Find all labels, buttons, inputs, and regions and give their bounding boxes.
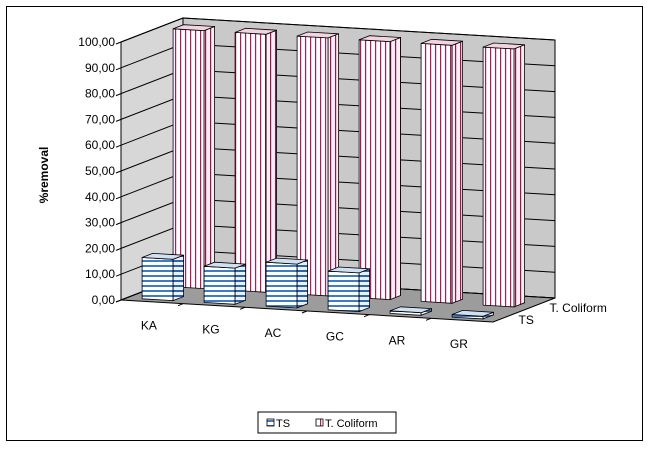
bar-top: [234, 27, 277, 35]
x-tick-mark: [115, 299, 122, 303]
y-tick-mark: [115, 222, 122, 226]
bar-ts-kg: [203, 261, 247, 305]
bar-front: [234, 31, 267, 293]
legend: TS T. Coliform: [257, 411, 397, 434]
legend-swatch-ts: [266, 418, 275, 427]
x-tick-label: KA: [141, 319, 157, 333]
bar-ts-ac: [265, 257, 309, 309]
bar-tcoliform-gr: [482, 42, 525, 308]
legend-swatch-tc: [315, 418, 324, 427]
bar-top: [389, 306, 432, 314]
x-tick-mark: [301, 310, 308, 314]
x-tick-mark: [425, 317, 432, 321]
y-tick-label: 10,00: [85, 267, 115, 281]
bar-top: [141, 252, 184, 260]
y-axis-title: %removal: [37, 147, 51, 204]
bar-side: [358, 268, 371, 313]
legend-label-ts: TS: [276, 418, 290, 430]
bar-front: [482, 46, 515, 308]
bar-top: [203, 261, 246, 269]
y-tick-label: 70,00: [85, 112, 115, 126]
x-tick-label: KG: [202, 322, 219, 336]
bar-top: [172, 24, 215, 32]
bar-front: [327, 270, 360, 313]
bar-top: [327, 266, 370, 274]
y-tick-label: 50,00: [85, 164, 115, 178]
bar-ts-ka: [141, 252, 185, 302]
bars: [141, 24, 525, 320]
bar-side: [389, 36, 402, 301]
bar-side: [327, 33, 340, 297]
y-tick-mark: [115, 41, 122, 45]
bar-front: [172, 28, 205, 290]
y-tick-mark: [115, 67, 122, 71]
y-tick-label: 60,00: [85, 138, 115, 152]
y-tick-label: 80,00: [85, 87, 115, 101]
y-tick-mark: [115, 170, 122, 174]
legend-box: [257, 411, 397, 434]
bar-tcoliform-ar: [420, 38, 464, 304]
bar-top: [420, 38, 463, 46]
bar-front: [265, 261, 298, 309]
bar-top: [265, 257, 308, 265]
x-tick-mark: [363, 314, 370, 318]
y-tick-mark: [115, 118, 122, 122]
bar-top: [482, 42, 525, 50]
bar-side: [234, 263, 247, 305]
depth-label: T. Coliform: [550, 301, 607, 315]
x-tick-label: AR: [389, 333, 406, 347]
bar-tcoliform-ac: [296, 31, 340, 297]
x-tick-mark: [239, 306, 246, 310]
y-tick-label: 100,00: [78, 35, 115, 49]
bar-ts-ar: [389, 306, 433, 316]
y-tick-mark: [115, 247, 122, 251]
bar-side: [172, 254, 185, 302]
bar-side: [513, 44, 525, 308]
bar-side: [451, 40, 464, 304]
y-tick-mark: [115, 93, 122, 97]
bar-tcoliform-kg: [234, 27, 278, 293]
depth-axis-labels: T. Coliform TS: [519, 301, 607, 327]
y-axis-ticks: 0,00 10,00 20,00 30,00 40,00 50,00 60,00 70,00 8…: [78, 35, 122, 307]
depth-label: TS: [519, 313, 534, 327]
bar-top: [296, 31, 339, 39]
bar-top: [451, 309, 494, 317]
bar-ts-gc: [327, 266, 371, 313]
gridline: [120, 17, 556, 43]
x-tick-mark: [177, 303, 184, 307]
x-tick-label: AC: [265, 326, 282, 340]
bar-front: [420, 42, 453, 304]
bar-top: [358, 35, 401, 43]
x-axis-labels: KA KG AC GC AR GR: [115, 299, 468, 351]
bar-front: [141, 257, 174, 302]
y-tick-mark: [115, 273, 122, 277]
y-tick-label: 20,00: [85, 241, 115, 255]
y-tick-label: 0,00: [92, 293, 116, 307]
y-tick-label: 40,00: [85, 190, 115, 204]
bar-ts-gr: [451, 309, 495, 320]
x-tick-label: GR: [450, 337, 468, 351]
bar-front: [296, 35, 329, 297]
legend-label-tc: T. Coliform: [325, 418, 378, 430]
bar-front: [203, 265, 236, 305]
y-tick-mark: [115, 144, 122, 148]
y-tick-label: 30,00: [85, 216, 115, 230]
x-tick-label: GC: [326, 330, 344, 344]
bar-tcoliform-ka: [172, 24, 216, 290]
bar-side: [265, 29, 278, 293]
bar-side: [203, 25, 216, 290]
y-tick-label: 90,00: [85, 61, 115, 75]
bar-side: [296, 259, 309, 309]
bar-front: [358, 39, 391, 301]
y-tick-mark: [115, 196, 122, 200]
bar-tcoliform-gc: [358, 35, 402, 301]
